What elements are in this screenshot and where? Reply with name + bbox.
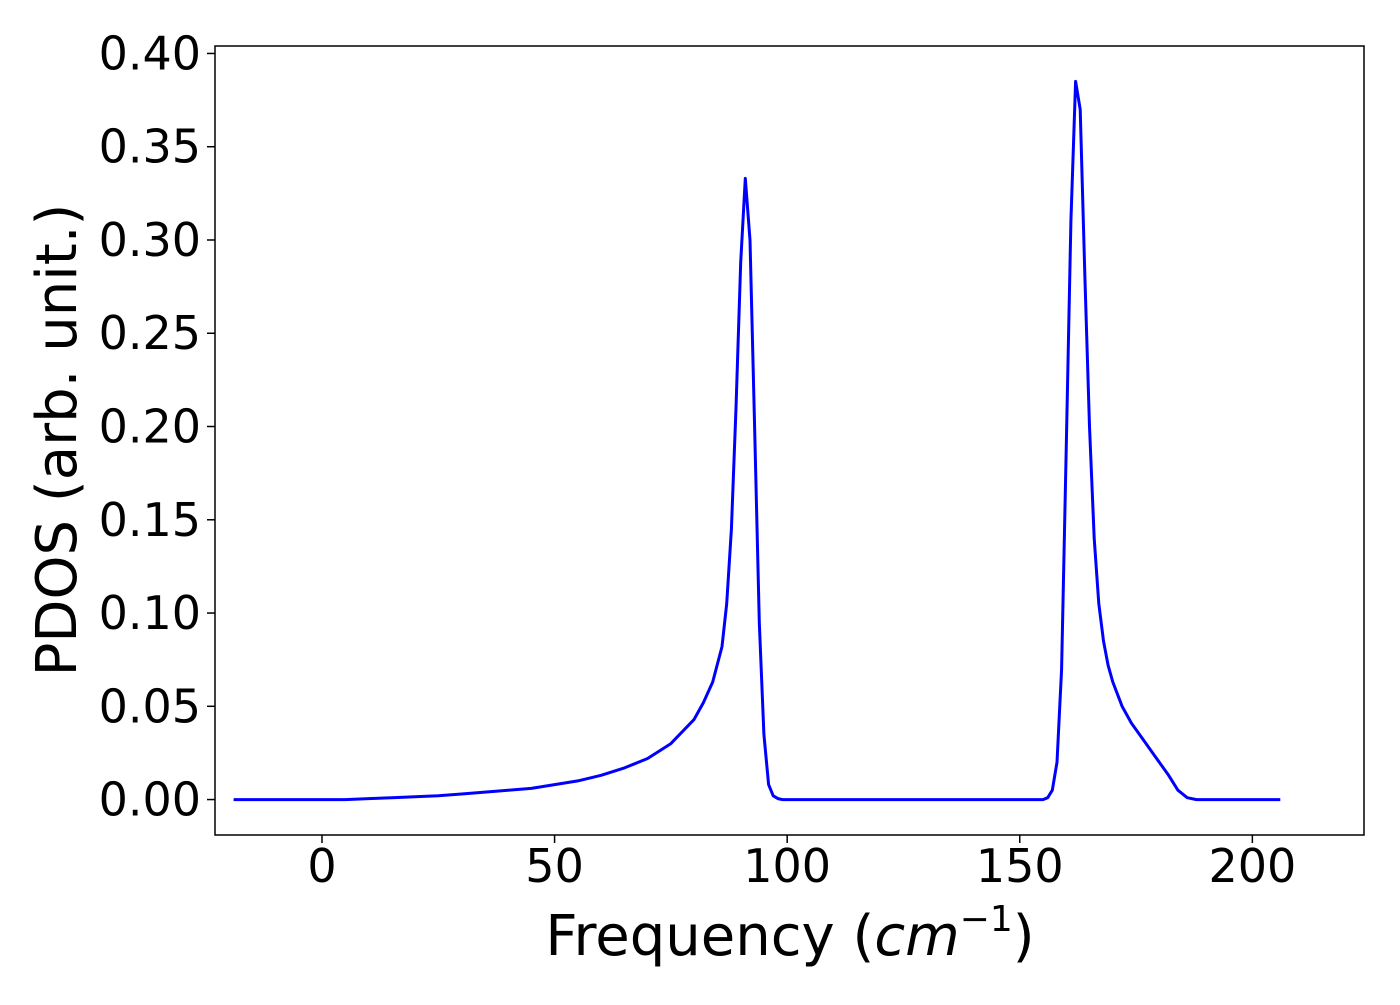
y-tick-label: 0.00 bbox=[99, 773, 201, 827]
y-tick-label: 0.30 bbox=[99, 213, 201, 267]
y-axis-label: PDOS (arb. unit.) bbox=[25, 204, 90, 677]
x-axis-label: Frequency (cm−1) bbox=[545, 899, 1034, 969]
x-tick-label: 150 bbox=[976, 839, 1064, 893]
y-axis-ticks: 0.00 0.05 0.10 0.15 0.20 0.25 0.30 0.35 0.40 bbox=[99, 26, 215, 827]
x-tick-label: 0 bbox=[307, 839, 336, 893]
y-tick-label: 0.40 bbox=[99, 26, 201, 80]
plot-frame bbox=[214, 45, 1365, 836]
y-tick-label: 0.05 bbox=[99, 679, 201, 733]
x-axis-label-unit: cm bbox=[874, 904, 959, 969]
series-line-pdos bbox=[233, 79, 1281, 802]
x-tick-label: 50 bbox=[525, 839, 584, 893]
y-tick-label: 0.10 bbox=[99, 586, 201, 640]
x-tick-label: 200 bbox=[1208, 839, 1296, 893]
x-axis-label-close: ) bbox=[1013, 904, 1035, 969]
series-layer bbox=[233, 79, 1281, 802]
x-tick-label: 100 bbox=[743, 839, 831, 893]
y-tick-label: 0.20 bbox=[99, 400, 201, 454]
x-axis-label-exponent: −1 bbox=[960, 899, 1013, 940]
y-tick-label: 0.25 bbox=[99, 306, 201, 360]
y-tick-label: 0.35 bbox=[99, 120, 201, 174]
x-axis-label-text: Frequency ( bbox=[545, 904, 874, 969]
y-tick-label: 0.15 bbox=[99, 493, 201, 547]
x-axis-ticks: 0 50 100 150 200 bbox=[307, 835, 1296, 893]
